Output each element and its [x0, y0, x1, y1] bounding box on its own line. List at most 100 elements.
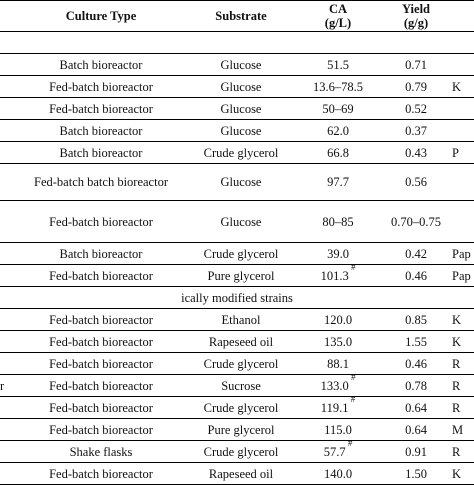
header-ca-label: CA	[328, 1, 348, 16]
cell-ca: 135.0	[296, 330, 380, 353]
cell-ca: 80–85	[296, 200, 380, 243]
table-row: Fed-batch bioreactor Glucose 13.6–78.5 0.79…	[0, 75, 474, 98]
cell-substrate: Crude glycerol	[186, 396, 296, 419]
cell-culture-type: Fed-batch bioreactor	[16, 418, 186, 441]
cell-organism	[0, 352, 16, 375]
section-row: ically modified strains	[0, 286, 474, 309]
cell-culture-type: Batch bioreactor	[16, 53, 186, 76]
cell-reference: K	[452, 330, 474, 353]
cell-yield: 0.56	[380, 163, 452, 201]
table-row: Shake flasks Crude glycerol 57.7 #0.91 R	[0, 440, 474, 463]
cell-organism	[0, 330, 16, 353]
cell-organism	[0, 264, 16, 287]
table-row: Fed-batch bioreactor Crude glycerol 119.1 …	[0, 396, 474, 419]
table-body: Batch bioreactor Glucose 51.5 0.71 Fed-batch…	[0, 31, 474, 485]
cell-ca: 133.0 #	[296, 374, 380, 397]
table-row: Fed-batch batch bioreactor Glucose 97.7 0.5…	[0, 163, 474, 201]
cell-ca: 88.1	[296, 352, 380, 375]
header-reference	[452, 0, 474, 32]
cell-organism	[0, 440, 16, 463]
ca-footnote-mark: #	[348, 264, 356, 273]
cell-reference	[452, 200, 474, 243]
cell-ca: 101.3 #	[296, 264, 380, 287]
header-yield-unit: (g/g)	[403, 15, 429, 30]
cell-organism	[0, 418, 16, 441]
cell-substrate: Glucose	[186, 53, 296, 76]
cell-reference: Pap	[452, 242, 474, 265]
cell-substrate: Crude glycerol	[186, 242, 296, 265]
cell-culture-type: Fed-batch bioreactor	[16, 264, 186, 287]
cell-substrate: Rapeseed oil	[186, 330, 296, 353]
cell-reference: P	[452, 141, 474, 164]
cell-ca: 120.0	[296, 308, 380, 331]
cell-culture-type: Fed-batch bioreactor	[16, 374, 186, 397]
table-row: Fed-batch bioreactor Ethanol 120.0 0.85 K	[0, 308, 474, 331]
cell-substrate: Glucose	[186, 75, 296, 98]
cell-organism	[0, 308, 16, 331]
cell-ca: 66.8	[296, 141, 380, 164]
cell-substrate: Ethanol	[186, 308, 296, 331]
header-yield: Yield (g/g)	[380, 0, 452, 32]
cell-reference: K	[452, 308, 474, 331]
cell-reference: R	[452, 396, 474, 419]
cell-yield: 0.70–0.75	[380, 200, 452, 243]
table-row: r Fed-batch bioreactor Sucrose 133.0 #0.78 R	[0, 374, 474, 397]
cell-culture-type: Fed-batch bioreactor	[16, 396, 186, 419]
cell-yield: 0.46	[380, 264, 452, 287]
cell-yield: 0.85	[380, 308, 452, 331]
cell-organism	[0, 119, 16, 142]
cell-culture-type: Fed-batch batch bioreactor	[16, 163, 186, 201]
blank-row	[0, 31, 474, 54]
cell-reference: M	[452, 418, 474, 441]
cell-ca: 62.0	[296, 119, 380, 142]
cell-yield: 0.71	[380, 53, 452, 76]
cell-yield: 0.46	[380, 352, 452, 375]
cell-substrate: Crude glycerol	[186, 440, 296, 463]
cell-culture-type: Batch bioreactor	[16, 119, 186, 142]
cell-culture-type: Shake flasks	[16, 440, 186, 463]
header-organism	[0, 0, 16, 32]
cell-reference	[452, 119, 474, 142]
table-row: Batch bioreactor Glucose 62.0 0.37	[0, 119, 474, 142]
cell-substrate: Glucose	[186, 200, 296, 243]
cell-organism: r	[0, 374, 16, 397]
cell-organism	[0, 200, 16, 243]
cell-yield: 1.55	[380, 330, 452, 353]
ca-footnote-mark: #	[345, 440, 353, 449]
table-row: Fed-batch bioreactor Glucose 80–85 0.70–0.7…	[0, 200, 474, 243]
cell-organism	[0, 53, 16, 76]
ca-footnote-mark: #	[348, 374, 356, 383]
cell-substrate: Glucose	[186, 119, 296, 142]
cell-culture-type: Fed-batch bioreactor	[16, 330, 186, 353]
cell-substrate: Sucrose	[186, 374, 296, 397]
cell-yield: 0.37	[380, 119, 452, 142]
cell-reference: Pap	[452, 264, 474, 287]
cell-yield: 0.64	[380, 418, 452, 441]
cell-organism	[0, 141, 16, 164]
header-culture-type: Culture Type	[16, 0, 186, 32]
cell-organism	[0, 242, 16, 265]
cell-substrate: Crude glycerol	[186, 352, 296, 375]
cell-yield: 0.43	[380, 141, 452, 164]
cell-yield: 0.52	[380, 97, 452, 120]
cell-organism	[0, 97, 16, 120]
cell-culture-type: Fed-batch bioreactor	[16, 75, 186, 98]
table-row: Batch bioreactor Crude glycerol 39.0 0.42 Pa…	[0, 242, 474, 265]
cell-reference: K	[452, 75, 474, 98]
cell-ca: 57.7 #	[296, 440, 380, 463]
cell-yield: 0.78	[380, 374, 452, 397]
cell-reference	[452, 53, 474, 76]
table-row: Fed-batch bioreactor Pure glycerol 115.0 0.…	[0, 418, 474, 441]
cell-yield: 0.79	[380, 75, 452, 98]
cell-culture-type: Batch bioreactor	[16, 242, 186, 265]
cell-reference: R	[452, 440, 474, 463]
cell-culture-type: Fed-batch bioreactor	[16, 200, 186, 243]
cell-substrate: Glucose	[186, 163, 296, 201]
cell-culture-type: Fed-batch bioreactor	[16, 352, 186, 375]
header-row: Culture Type Substrate CA (g/L) Yield (g…	[0, 0, 474, 32]
cell-substrate: Pure glycerol	[186, 264, 296, 287]
cell-culture-type: Fed-batch bioreactor	[16, 97, 186, 120]
cell-substrate: Crude glycerol	[186, 141, 296, 164]
header-ca: CA (g/L)	[296, 0, 380, 32]
